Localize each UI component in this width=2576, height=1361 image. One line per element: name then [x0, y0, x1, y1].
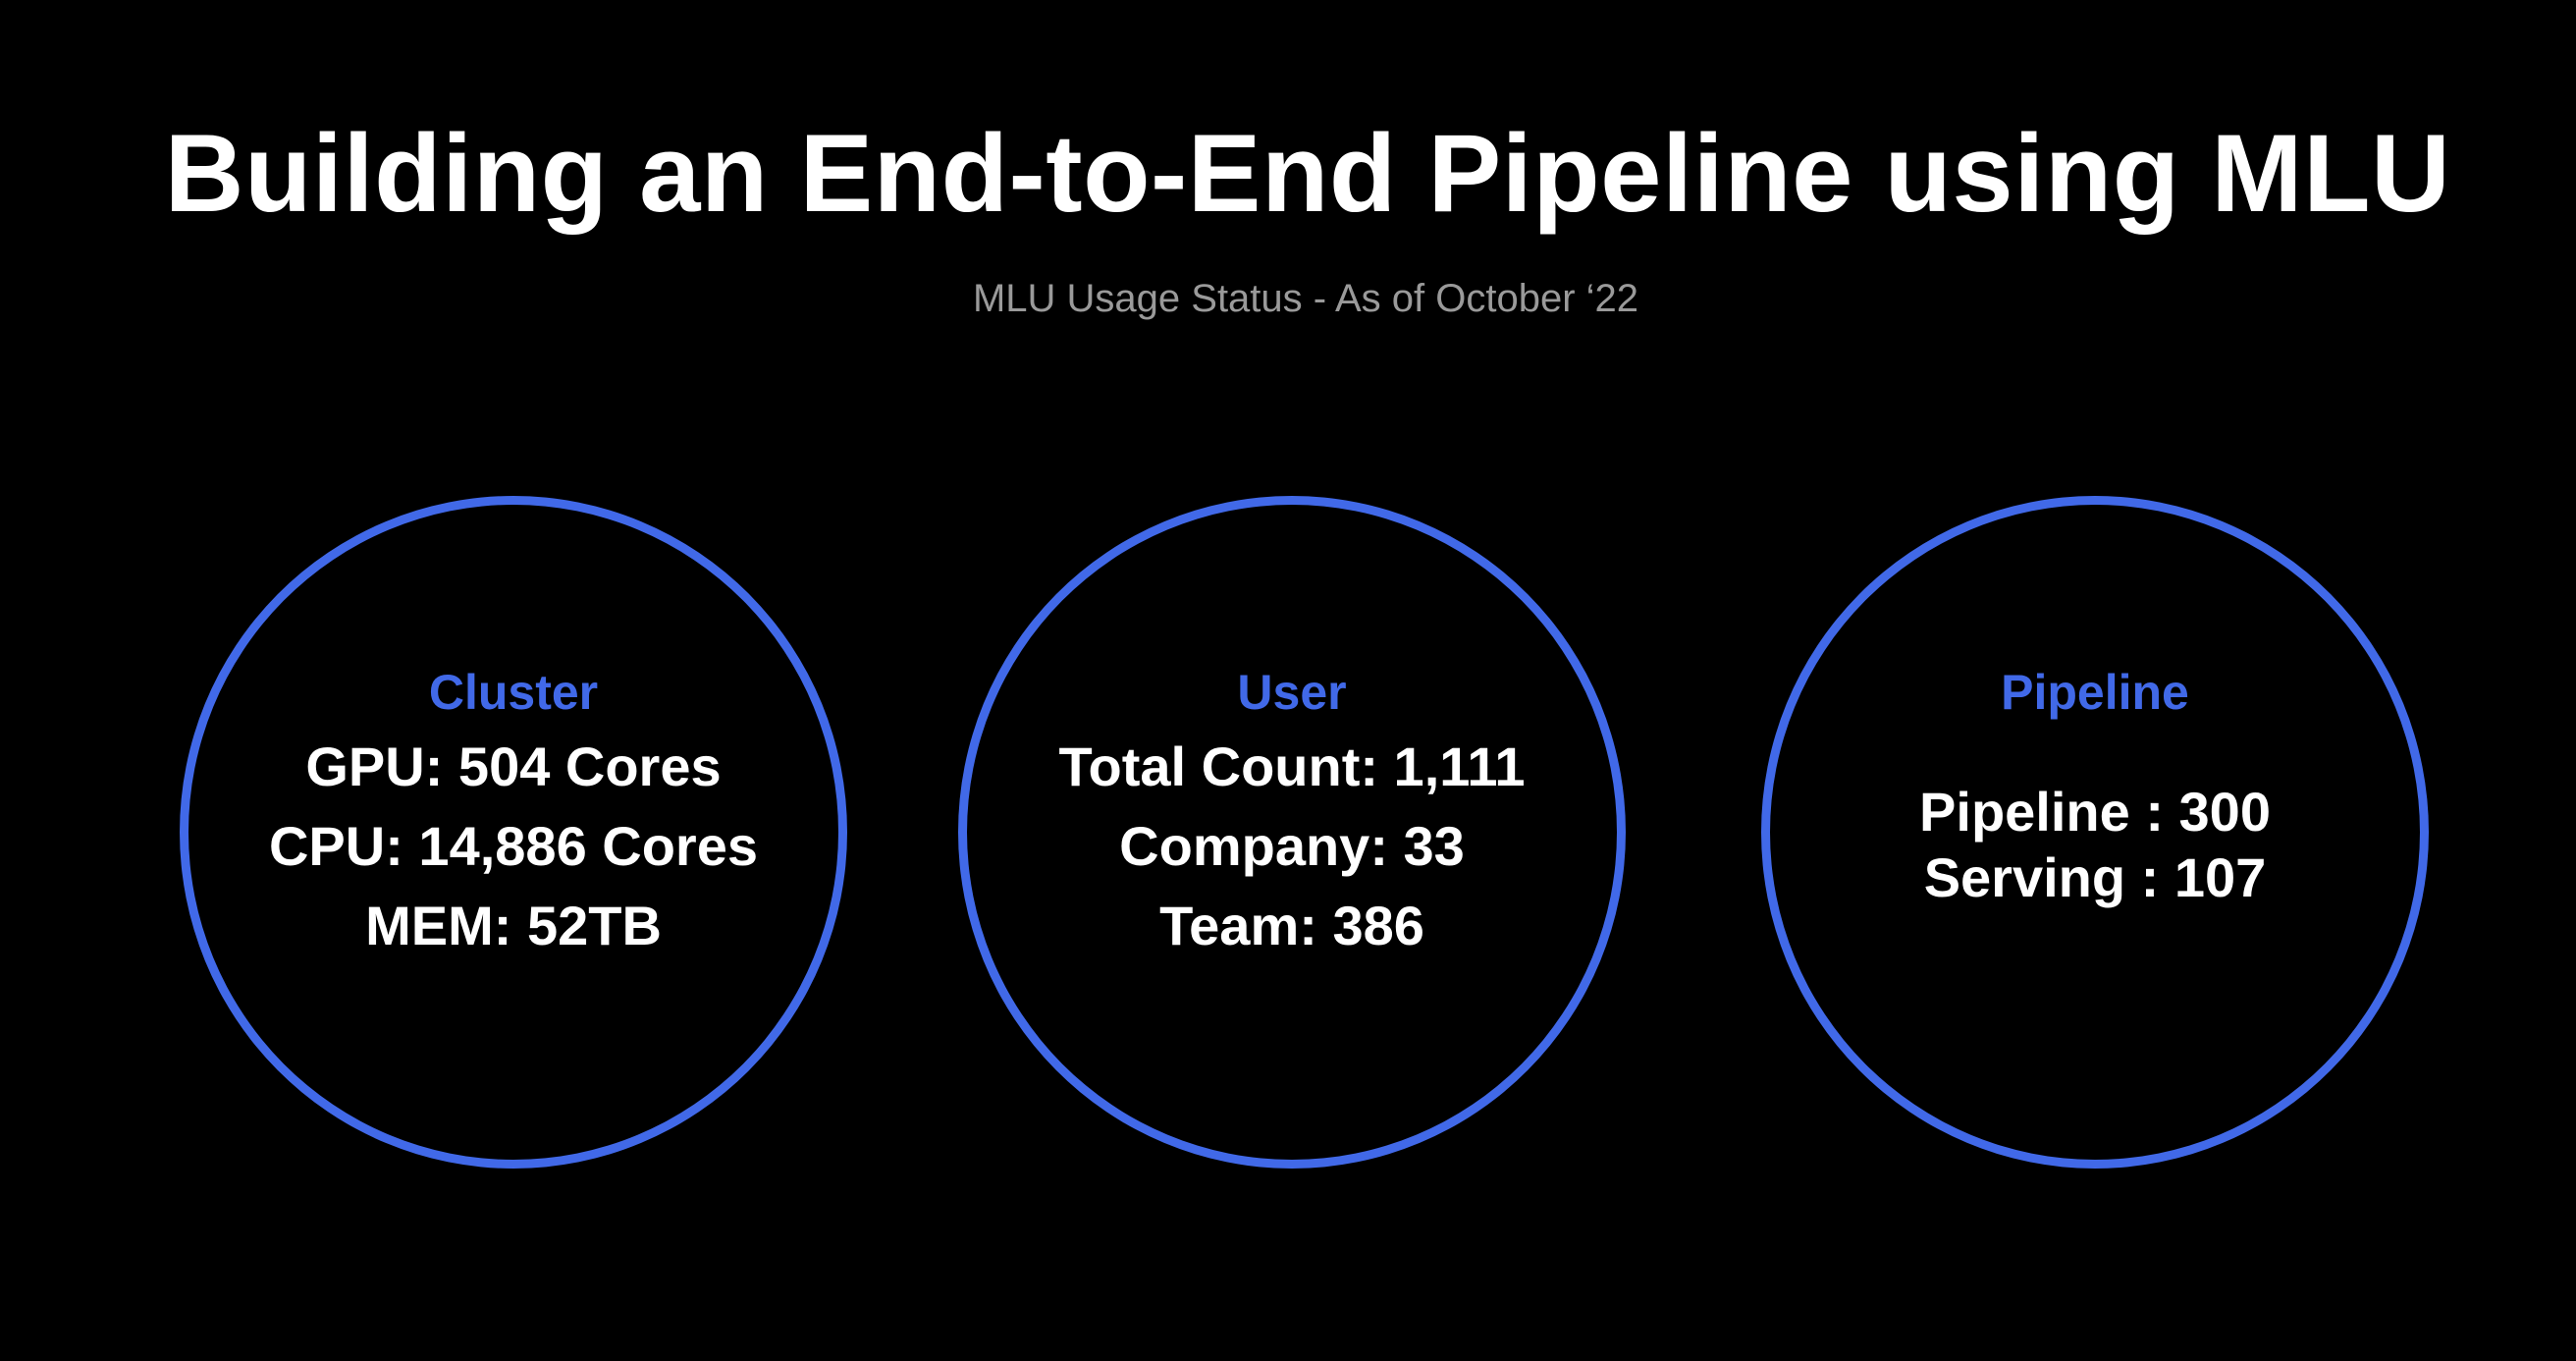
user-company-stat: Company: 33 — [1119, 815, 1465, 877]
pipeline-circle: Pipeline Pipeline : 300 Serving : 107 — [1761, 496, 2429, 1169]
cluster-mem-stat: MEM: 52TB — [365, 895, 662, 956]
cluster-heading: Cluster — [428, 665, 599, 720]
slide-subtitle: MLU Usage Status - As of October ‘22 — [972, 277, 1639, 320]
cluster-circle: Cluster GPU: 504 Cores CPU: 14,886 Cores… — [180, 496, 847, 1169]
cluster-cpu-stat: CPU: 14,886 Cores — [268, 815, 758, 877]
cluster-gpu-stat: GPU: 504 Cores — [305, 735, 722, 797]
user-heading: User — [1237, 665, 1347, 720]
pipeline-heading: Pipeline — [2001, 665, 2189, 720]
slide-title: Building an End-to-End Pipeline using ML… — [164, 112, 2451, 235]
user-total-count-stat: Total Count: 1,111 — [1058, 735, 1526, 797]
user-team-stat: Team: 386 — [1159, 895, 1424, 956]
serving-count-stat: Serving : 107 — [1923, 846, 2267, 908]
pipeline-count-stat: Pipeline : 300 — [1919, 781, 2271, 843]
user-circle: User Total Count: 1,111 Company: 33 Team… — [958, 496, 1626, 1169]
